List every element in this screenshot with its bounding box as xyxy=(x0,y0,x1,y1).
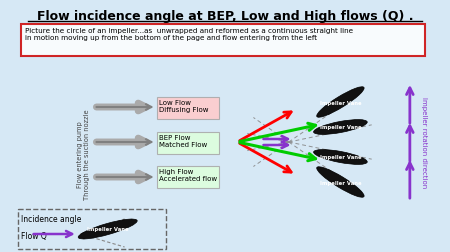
FancyBboxPatch shape xyxy=(18,209,166,249)
FancyBboxPatch shape xyxy=(22,25,425,57)
Ellipse shape xyxy=(78,219,137,239)
Text: Impeller Vane: Impeller Vane xyxy=(320,125,361,130)
Text: BEP Flow
Matched Flow: BEP Flow Matched Flow xyxy=(159,135,207,147)
Text: Impeller Vane: Impeller Vane xyxy=(320,155,361,160)
Text: Flow incidence angle at BEP, Low and High flows (Q) .: Flow incidence angle at BEP, Low and Hig… xyxy=(37,10,413,23)
Text: Picture the circle of an impeller...as  unwrapped and reformed as a continuous s: Picture the circle of an impeller...as u… xyxy=(25,28,353,41)
Text: Flow entering pump
Through the suction nozzle: Flow entering pump Through the suction n… xyxy=(77,109,90,200)
FancyBboxPatch shape xyxy=(158,133,219,154)
FancyBboxPatch shape xyxy=(158,98,219,119)
Text: Incidence angle: Incidence angle xyxy=(22,214,82,223)
Ellipse shape xyxy=(314,120,367,135)
Text: Φ: Φ xyxy=(81,232,86,241)
Text: Impeller Vane: Impeller Vane xyxy=(320,180,361,185)
Text: Impeller Vane: Impeller Vane xyxy=(87,227,129,232)
Text: Flow Q: Flow Q xyxy=(22,231,47,240)
Ellipse shape xyxy=(314,150,367,165)
Text: Impeller rotation direction: Impeller rotation direction xyxy=(421,97,427,188)
Text: Impeller Vane: Impeller Vane xyxy=(320,100,361,105)
FancyBboxPatch shape xyxy=(158,166,219,188)
Ellipse shape xyxy=(317,167,364,198)
Text: High Flow
Accelerated flow: High Flow Accelerated flow xyxy=(159,168,217,181)
Ellipse shape xyxy=(317,87,364,118)
Text: Low Flow
Diffusing Flow: Low Flow Diffusing Flow xyxy=(159,100,209,113)
